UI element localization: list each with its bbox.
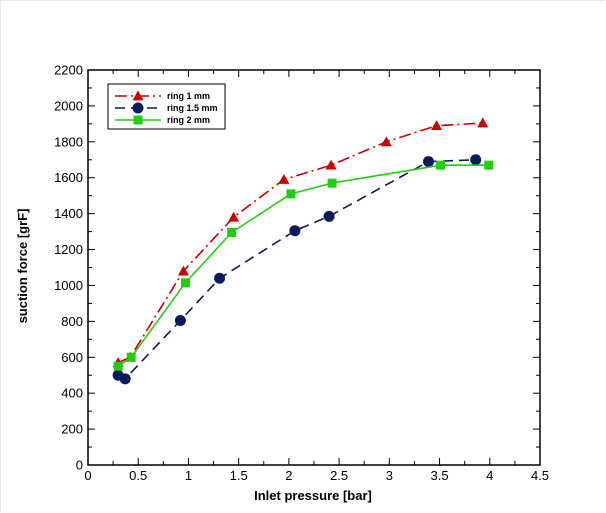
- data-point: [214, 272, 226, 284]
- series-2: [112, 154, 482, 385]
- y-tick-label: 1600: [54, 170, 83, 185]
- legend-marker: [133, 115, 143, 125]
- data-point: [289, 225, 301, 237]
- data-point: [470, 154, 482, 166]
- x-tick-label: 4: [486, 468, 493, 483]
- y-tick-label: 2000: [54, 98, 83, 113]
- data-point: [174, 314, 186, 326]
- legend: ring 1 mm ring 1.5 mm ring 2 mm: [107, 83, 226, 130]
- data-point: [484, 160, 494, 170]
- x-tick-label: 3: [386, 468, 393, 483]
- series-layer: [112, 117, 494, 385]
- x-tick-label: 1: [185, 468, 192, 483]
- x-tick-label: 0.5: [129, 468, 147, 483]
- legend-marker: [132, 90, 144, 101]
- data-point: [286, 189, 296, 199]
- y-tick-label: 1200: [54, 242, 83, 257]
- data-point: [436, 160, 446, 170]
- x-tick-label: 3.5: [431, 468, 449, 483]
- y-tick-label: 1000: [54, 278, 83, 293]
- y-tick-label: 0: [76, 458, 83, 473]
- data-point: [380, 136, 392, 147]
- x-tick-label: 4.5: [531, 468, 549, 483]
- x-tick-label: 1.5: [230, 468, 248, 483]
- data-point: [423, 156, 435, 168]
- y-tick-label: 2200: [54, 63, 83, 78]
- legend-item: ring 2 mm: [115, 115, 210, 125]
- data-point: [325, 159, 337, 170]
- y-axis-title: suction force [grF]: [15, 209, 30, 324]
- series-3: [113, 160, 494, 371]
- y-tick-label: 400: [61, 386, 83, 401]
- data-point: [477, 117, 489, 128]
- data-point: [119, 373, 131, 385]
- legend-label: ring 2 mm: [167, 115, 210, 125]
- legend-item: ring 1 mm: [115, 90, 210, 101]
- data-point: [228, 211, 240, 222]
- y-tick-label: 1800: [54, 134, 83, 149]
- x-tick-label: 0: [84, 468, 91, 483]
- data-point: [126, 352, 136, 362]
- data-point: [227, 227, 237, 237]
- data-point: [177, 265, 189, 276]
- data-point: [327, 178, 337, 188]
- data-point: [431, 120, 443, 131]
- data-point: [278, 174, 290, 184]
- data-point: [113, 361, 123, 371]
- y-tick-label: 1400: [54, 206, 83, 221]
- legend-item: ring 1.5 mm: [115, 102, 218, 114]
- y-tick-label: 200: [61, 422, 83, 437]
- y-tick-label: 800: [61, 314, 83, 329]
- series-line: [117, 159, 476, 380]
- data-point: [180, 278, 190, 288]
- data-point: [323, 210, 335, 222]
- y-tick-label: 600: [61, 350, 83, 365]
- x-tick-label: 2: [285, 468, 292, 483]
- series-1: [112, 117, 489, 368]
- series-line: [117, 164, 489, 367]
- legend-label: ring 1 mm: [167, 91, 210, 101]
- x-tick-label: 2.5: [330, 468, 348, 483]
- legend-marker: [132, 102, 144, 114]
- x-axis-title: Inlet pressure [bar]: [254, 488, 372, 503]
- legend-label: ring 1.5 mm: [167, 103, 218, 113]
- axes: 0 0.5 1 1.5 2 2.5 3 3.5 4 4.5 0 200 400 600 800 1000 120…: [54, 63, 549, 484]
- legend-box: [107, 83, 226, 130]
